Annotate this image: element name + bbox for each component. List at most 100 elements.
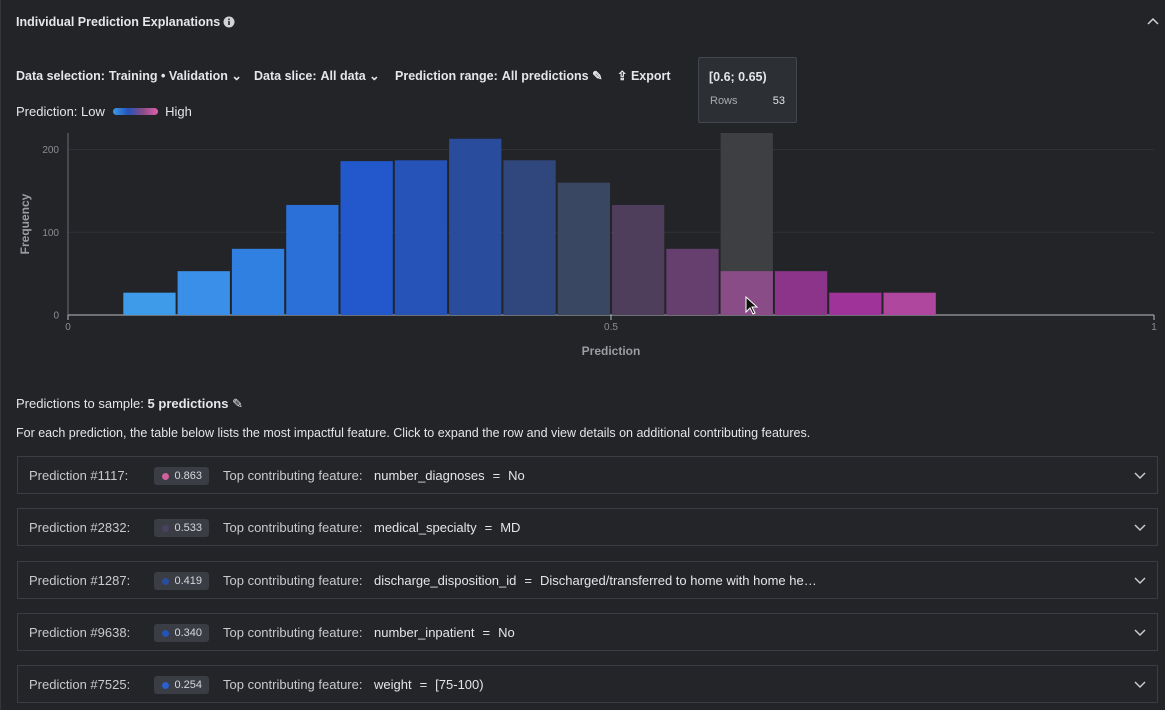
bar: [883, 292, 936, 315]
bar: [829, 292, 882, 315]
bar: [612, 204, 665, 315]
sample-label: Predictions to sample:: [16, 396, 144, 411]
prediction-id: Prediction #1287:: [29, 572, 131, 588]
score-badge: 0.340: [154, 623, 209, 642]
feature-value: No: [498, 624, 515, 640]
prediction-row[interactable]: Prediction #2832: 0.533 Top contributing f…: [17, 508, 1158, 547]
cursor: [745, 295, 759, 315]
x-axis-title: Prediction: [582, 344, 641, 358]
y-tick-label: 0: [53, 311, 59, 322]
data-slice[interactable]: Data slice: All data ⌄: [254, 69, 380, 83]
feature-expression: number_inpatient = No: [374, 625, 515, 640]
prediction-row[interactable]: Prediction #7525: 0.254 Top contributing f…: [17, 665, 1158, 704]
feature-expression: number_diagnoses = No: [374, 468, 525, 483]
prediction-row[interactable]: Prediction #1287: 0.419 Top contributing f…: [17, 560, 1158, 599]
bar: [340, 161, 393, 315]
feature-expression: discharge_disposition_id = Discharged/tran…: [374, 573, 817, 588]
score-badge: 0.533: [154, 519, 209, 538]
score: 0.533: [174, 522, 202, 535]
score-badge: 0.863: [154, 467, 209, 485]
legend: Prediction: Low High: [16, 104, 192, 119]
legend-label: Prediction:: [16, 104, 78, 119]
export-button[interactable]: ⇪ Export: [617, 69, 671, 83]
tooltip: [0.6; 0.65) Rows 53: [698, 57, 797, 123]
prediction-range[interactable]: Prediction range: All predictions ✎: [395, 69, 603, 83]
prediction-id: Prediction #7525:: [29, 677, 131, 693]
info-icon[interactable]: [222, 15, 236, 29]
tooltip-value: 53: [772, 95, 785, 107]
control-value: All predictions: [501, 69, 589, 83]
expand-icon: [1134, 629, 1146, 636]
score: 0.340: [174, 626, 202, 639]
operator: =: [482, 624, 491, 640]
y-tick-label: 200: [42, 145, 59, 156]
score: 0.863: [174, 470, 202, 482]
feature-expression: medical_specialty = MD: [374, 520, 520, 535]
bar: [231, 248, 285, 315]
feature-label: Top contributing feature:: [223, 520, 363, 536]
feature-name: number_inpatient: [374, 624, 475, 640]
prediction-id: Prediction #2832:: [29, 520, 131, 536]
prediction-row[interactable]: Prediction #9638: 0.340 Top contributing f…: [17, 612, 1158, 651]
feature-value: MD: [500, 520, 521, 536]
expand-icon: [1134, 524, 1146, 532]
bar: [503, 160, 556, 315]
y-axis-title: Frequency: [18, 193, 32, 254]
feature-expression: weight = [75-100): [374, 677, 484, 692]
score-dot: [162, 525, 169, 533]
prediction-id: Prediction #9638:: [29, 624, 131, 640]
score: 0.419: [174, 574, 202, 587]
prediction-id: Prediction #1117:: [29, 468, 129, 483]
bar: [123, 292, 176, 315]
score-dot: [162, 577, 169, 585]
chevron: [1134, 524, 1146, 532]
score-badge: 0.419: [154, 571, 209, 590]
score: 0.254: [174, 679, 202, 692]
control-label: Data slice:: [254, 69, 317, 83]
feature-label: Top contributing feature:: [223, 677, 363, 693]
operator: =: [484, 520, 493, 536]
histogram: 0 100 200 0 0.5 1 Frequency Prediction: [18, 133, 1157, 358]
sample-setting[interactable]: Predictions to sample: 5 predictions ✎: [16, 396, 243, 411]
chevron: [1134, 681, 1146, 689]
x-tick-label: 1: [1151, 322, 1157, 333]
bar: [177, 271, 230, 315]
chevron: [1134, 472, 1146, 480]
feature-name: weight: [374, 677, 412, 693]
feature-value: [75-100): [435, 677, 484, 693]
chevron: [1134, 577, 1146, 584]
bar: [557, 182, 610, 315]
description: For each prediction, the table below lis…: [16, 426, 811, 440]
operator: =: [492, 468, 501, 483]
collapse-icon[interactable]: [1146, 15, 1160, 27]
panel-title: Individual Prediction Explanations: [16, 15, 221, 29]
sample-value: 5 predictions: [147, 396, 229, 411]
feature-value: No: [508, 468, 525, 483]
tooltip-title: [0.6; 0.65): [709, 70, 767, 84]
data-selection[interactable]: Data selection: Training • Validation ⌄: [16, 69, 242, 83]
bar: [394, 160, 448, 315]
score-dot: [162, 473, 169, 480]
bar: [286, 204, 339, 315]
score-badge: 0.254: [154, 676, 209, 695]
feature-name: medical_specialty: [374, 520, 477, 536]
feature-label: Top contributing feature:: [223, 572, 363, 588]
control-label: Data selection:: [16, 69, 105, 83]
bar: [449, 138, 502, 315]
prediction-row[interactable]: Prediction #1117: 0.863 Top contributing f…: [17, 456, 1158, 494]
legend-high: High: [165, 104, 192, 119]
x-tick-label: 0: [65, 322, 71, 333]
y-tick-label: 100: [42, 228, 59, 239]
legend-gradient: [112, 108, 158, 115]
legend-low: Low: [81, 104, 105, 119]
x-tick-label: 0.5: [604, 322, 618, 333]
bar: [774, 271, 828, 315]
tooltip-label: Rows: [710, 95, 738, 107]
feature-name: discharge_disposition_id: [374, 572, 517, 588]
score-dot: [162, 629, 169, 637]
expand-icon: [1134, 577, 1146, 584]
expand-icon: [1134, 472, 1146, 480]
operator: =: [524, 572, 532, 588]
chevron: [1134, 629, 1146, 636]
